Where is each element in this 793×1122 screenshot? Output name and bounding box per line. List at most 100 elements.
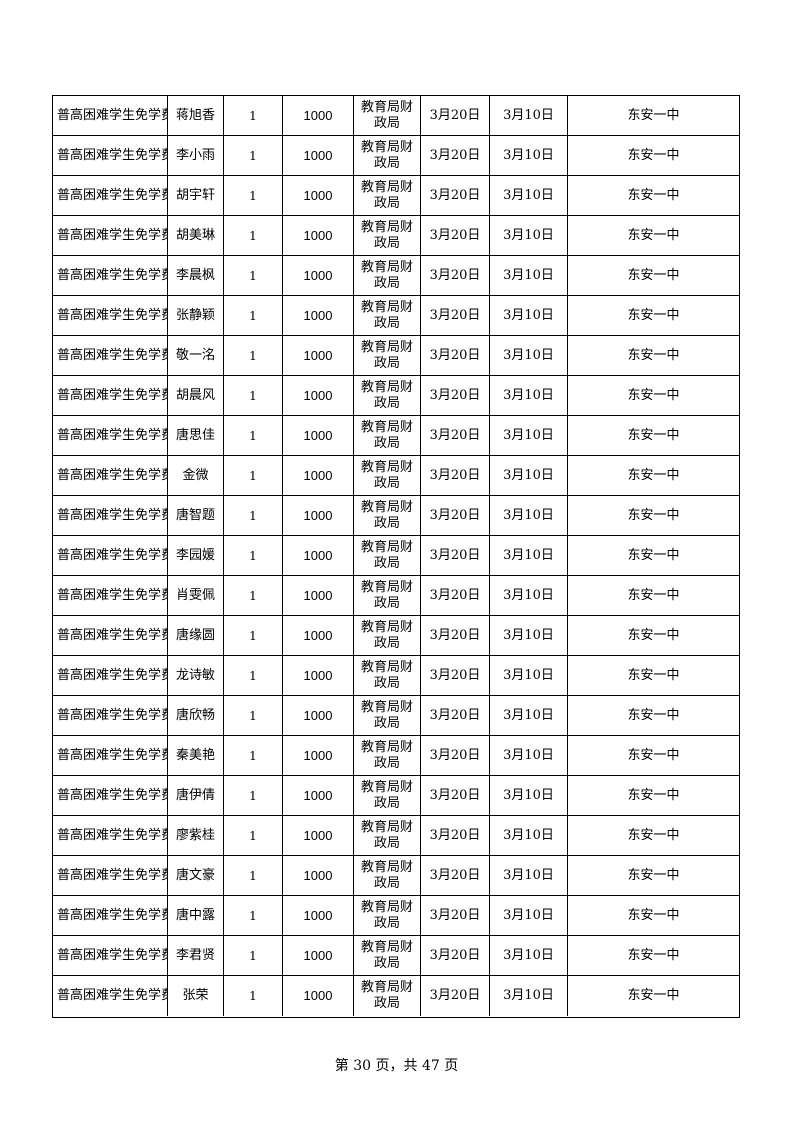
date-a-cell: 3月20日 [421,976,490,1016]
amount-cell: 1000 [283,896,354,936]
date-b-cell: 3月10日 [490,656,568,696]
student-name-text: 唐伊倩 [175,787,215,803]
payer-text: 教育局财政局 [360,259,413,291]
item-cell: 普高困难学生免学费 [53,96,168,136]
payer-text: 教育局财政局 [360,419,413,451]
payer-text: 教育局财政局 [360,459,413,491]
amount-text: 1000 [303,507,333,523]
amount-text: 1000 [303,467,333,483]
student-name-cell: 金微 [168,456,224,496]
item-cell: 普高困难学生免学费 [53,256,168,296]
date-b-cell: 3月10日 [490,616,568,656]
count-text: 1 [249,508,257,523]
item-text: 普高困难学生免学费 [57,267,168,283]
count-cell: 1 [224,216,283,256]
date-b-text: 3月10日 [503,267,554,283]
school-cell: 东安一中 [568,456,739,496]
payer-text: 教育局财政局 [360,899,413,931]
count-cell: 1 [224,896,283,936]
amount-text: 1000 [303,427,333,443]
date-b-text: 3月10日 [503,827,554,843]
date-b-text: 3月10日 [503,227,554,243]
payer-text: 教育局财政局 [360,699,413,731]
amount-cell: 1000 [283,656,354,696]
date-b-text: 3月10日 [503,547,554,563]
student-name-text: 龙诗敏 [175,667,215,683]
item-cell: 普高困难学生免学费 [53,776,168,816]
date-a-cell: 3月20日 [421,296,490,336]
amount-cell: 1000 [283,376,354,416]
student-name-text: 张荣 [182,988,209,1003]
school-text: 东安一中 [627,427,680,443]
item-text: 普高困难学生免学费 [57,787,168,803]
item-text: 普高困难学生免学费 [57,387,168,403]
item-cell: 普高困难学生免学费 [53,696,168,736]
item-cell: 普高困难学生免学费 [53,576,168,616]
student-name-cell: 龙诗敏 [168,656,224,696]
date-b-cell: 3月10日 [490,496,568,536]
table: 普高困难学生免学费 蒋旭香 1 1000 教育局财政局 3月20日 3月10日 东安一中 普高困… [52,95,740,1018]
payer-text: 教育局财政局 [360,139,413,171]
date-b-cell: 3月10日 [490,416,568,456]
date-a-text: 3月20日 [429,427,481,443]
item-text: 普高困难学生免学费 [57,587,168,603]
count-cell: 1 [224,496,283,536]
date-a-cell: 3月20日 [421,576,490,616]
school-cell: 东安一中 [568,296,739,336]
item-text: 普高困难学生免学费 [57,427,168,443]
school-cell: 东安一中 [568,336,739,376]
date-b-text: 3月10日 [503,627,554,643]
amount-text: 1000 [303,947,333,963]
school-cell: 东安一中 [568,96,739,136]
item-text: 普高困难学生免学费 [57,988,168,1003]
school-text: 东安一中 [627,587,680,603]
count-text: 1 [249,308,257,323]
amount-cell: 1000 [283,336,354,376]
date-b-text: 3月10日 [503,187,554,203]
student-name-text: 金微 [182,467,209,483]
date-a-cell: 3月20日 [421,136,490,176]
date-b-cell: 3月10日 [490,696,568,736]
date-b-text: 3月10日 [503,507,554,523]
item-cell: 普高困难学生免学费 [53,296,168,336]
item-text: 普高困难学生免学费 [57,307,168,323]
school-cell: 东安一中 [568,936,739,976]
payer-cell: 教育局财政局 [354,896,421,936]
date-b-cell: 3月10日 [490,336,568,376]
student-name-cell: 敬一洺 [168,336,224,376]
student-name-text: 唐欣畅 [175,707,215,723]
payer-cell: 教育局财政局 [354,416,421,456]
count-text: 1 [249,228,257,243]
school-text: 东安一中 [627,988,680,1003]
item-cell: 普高困难学生免学费 [53,656,168,696]
date-a-cell: 3月20日 [421,96,490,136]
date-a-cell: 3月20日 [421,776,490,816]
date-a-cell: 3月20日 [421,616,490,656]
count-cell: 1 [224,296,283,336]
date-b-text: 3月10日 [503,867,554,883]
item-text: 普高困难学生免学费 [57,747,168,763]
amount-text: 1000 [303,667,333,683]
date-b-cell: 3月10日 [490,256,568,296]
item-cell: 普高困难学生免学费 [53,416,168,456]
date-a-text: 3月20日 [429,547,481,563]
student-name-cell: 唐伊倩 [168,776,224,816]
date-b-cell: 3月10日 [490,96,568,136]
school-text: 东安一中 [627,147,680,163]
item-text: 普高困难学生免学费 [57,347,168,363]
payer-text: 教育局财政局 [360,339,413,371]
amount-text: 1000 [303,827,333,843]
student-name-text: 李小雨 [175,147,215,163]
count-text: 1 [249,708,257,723]
date-b-text: 3月10日 [503,707,554,723]
date-b-text: 3月10日 [503,787,554,803]
school-cell: 东安一中 [568,736,739,776]
item-cell: 普高困难学生免学费 [53,736,168,776]
student-name-cell: 秦美艳 [168,736,224,776]
school-cell: 东安一中 [568,536,739,576]
item-cell: 普高困难学生免学费 [53,376,168,416]
date-a-cell: 3月20日 [421,336,490,376]
date-a-cell: 3月20日 [421,696,490,736]
date-b-cell: 3月10日 [490,216,568,256]
student-name-cell: 李小雨 [168,136,224,176]
